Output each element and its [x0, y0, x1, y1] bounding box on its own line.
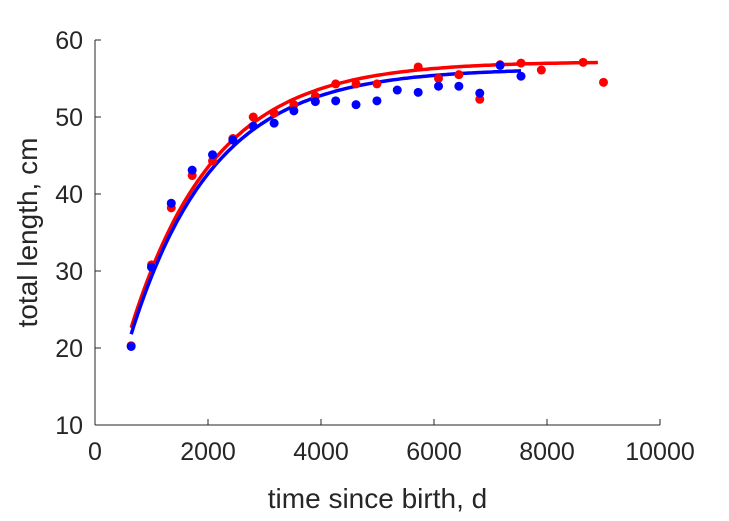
- x-tick-label: 6000: [406, 438, 462, 466]
- data-point-series-1: [475, 94, 485, 104]
- data-point-series-1: [208, 156, 218, 166]
- data-point-series-2: [187, 165, 197, 175]
- data-point-series-2: [434, 81, 444, 91]
- y-tick-label: 40: [55, 181, 83, 209]
- data-point-series-2: [126, 341, 136, 351]
- data-point-series-2: [495, 60, 505, 70]
- data-point-series-2: [475, 88, 485, 98]
- data-point-series-2: [351, 100, 361, 110]
- y-tick-label: 60: [55, 27, 83, 55]
- data-point-series-2: [516, 71, 526, 81]
- data-point-series-1: [289, 100, 299, 110]
- data-point-series-1: [269, 108, 279, 118]
- data-point-series-2: [289, 106, 299, 116]
- x-tick-label: 2000: [180, 438, 236, 466]
- y-tick-label: 10: [55, 412, 83, 440]
- data-point-series-2: [248, 121, 258, 131]
- x-tick-label: 10000: [625, 438, 695, 466]
- data-point-series-1: [248, 112, 258, 122]
- data-point-series-2: [413, 87, 423, 97]
- data-point-series-1: [413, 62, 423, 72]
- data-point-series-1: [516, 58, 526, 68]
- data-point-series-2: [331, 96, 341, 106]
- data-point-series-1: [578, 57, 588, 67]
- x-tick-label: 4000: [293, 438, 349, 466]
- data-point-series-2: [208, 150, 218, 160]
- data-point-series-2: [147, 262, 156, 272]
- data-point-series-1: [351, 79, 361, 89]
- data-points: [126, 57, 608, 351]
- data-point-series-2: [269, 118, 279, 128]
- data-point-series-1: [599, 77, 608, 87]
- y-tick-label: 20: [55, 335, 83, 363]
- data-point-series-2: [454, 81, 464, 91]
- data-point-series-2: [392, 85, 402, 95]
- y-axis-label: total length, cm: [12, 138, 43, 328]
- x-tick-label: 0: [88, 438, 102, 466]
- data-point-series-2: [228, 135, 238, 145]
- data-point-series-1: [372, 79, 382, 89]
- data-point-series-2: [166, 198, 176, 208]
- x-tick-label: 8000: [519, 438, 575, 466]
- data-point-series-1: [434, 74, 444, 83]
- axes: 0 2000 4000 6000 8000 10000 10 20 30 40 50 60: [55, 27, 695, 466]
- data-point-series-2: [310, 97, 320, 107]
- data-point-series-2: [372, 96, 382, 106]
- y-tick-label: 30: [55, 258, 83, 286]
- data-point-series-1: [331, 79, 341, 89]
- data-point-series-1: [454, 70, 464, 80]
- x-axis-label: time since birth, d: [268, 483, 487, 514]
- y-tick-label: 50: [55, 104, 83, 132]
- data-point-series-1: [536, 65, 546, 75]
